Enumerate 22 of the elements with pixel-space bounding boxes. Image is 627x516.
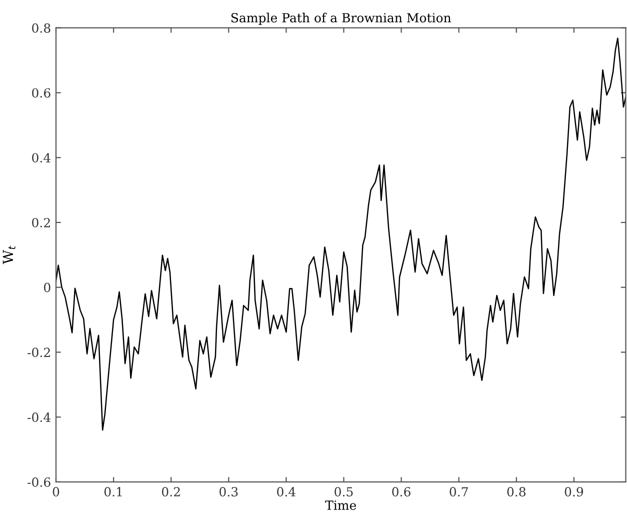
x-tick-label: 0.7	[450, 487, 468, 496]
x-tick-label: 0.6	[392, 487, 410, 496]
x-tick-label: 0.9	[564, 487, 584, 496]
y-tick-label: 0	[44, 282, 50, 292]
x-tick-label: 0.5	[334, 487, 353, 496]
x-tick-label: 0.8	[507, 487, 526, 496]
x-tick-label: 0	[52, 487, 60, 496]
y-axis-title: W$_{t}$	[2, 246, 16, 264]
line-series	[56, 38, 626, 431]
y-tick-label: 0.2	[32, 218, 50, 228]
y-tick-label: -0.4	[28, 412, 50, 422]
x-tick-label: 0.3	[220, 487, 238, 496]
y-tick-label: 0.6	[32, 88, 50, 98]
y-tick-label: 0.4	[32, 153, 50, 163]
x-tick-label: 0.2	[162, 487, 180, 496]
y-tick-label: 0.8	[32, 23, 50, 33]
y-tick-label: -0.2	[28, 348, 50, 358]
y-tick-label: -0.6	[28, 477, 50, 487]
x-tick-label: 0.1	[104, 487, 122, 496]
x-tick-label: 0.4	[277, 487, 296, 496]
chart-title: Sample Path of a Brownian Motion	[231, 12, 452, 25]
x-axis-title: Time	[325, 500, 356, 510]
